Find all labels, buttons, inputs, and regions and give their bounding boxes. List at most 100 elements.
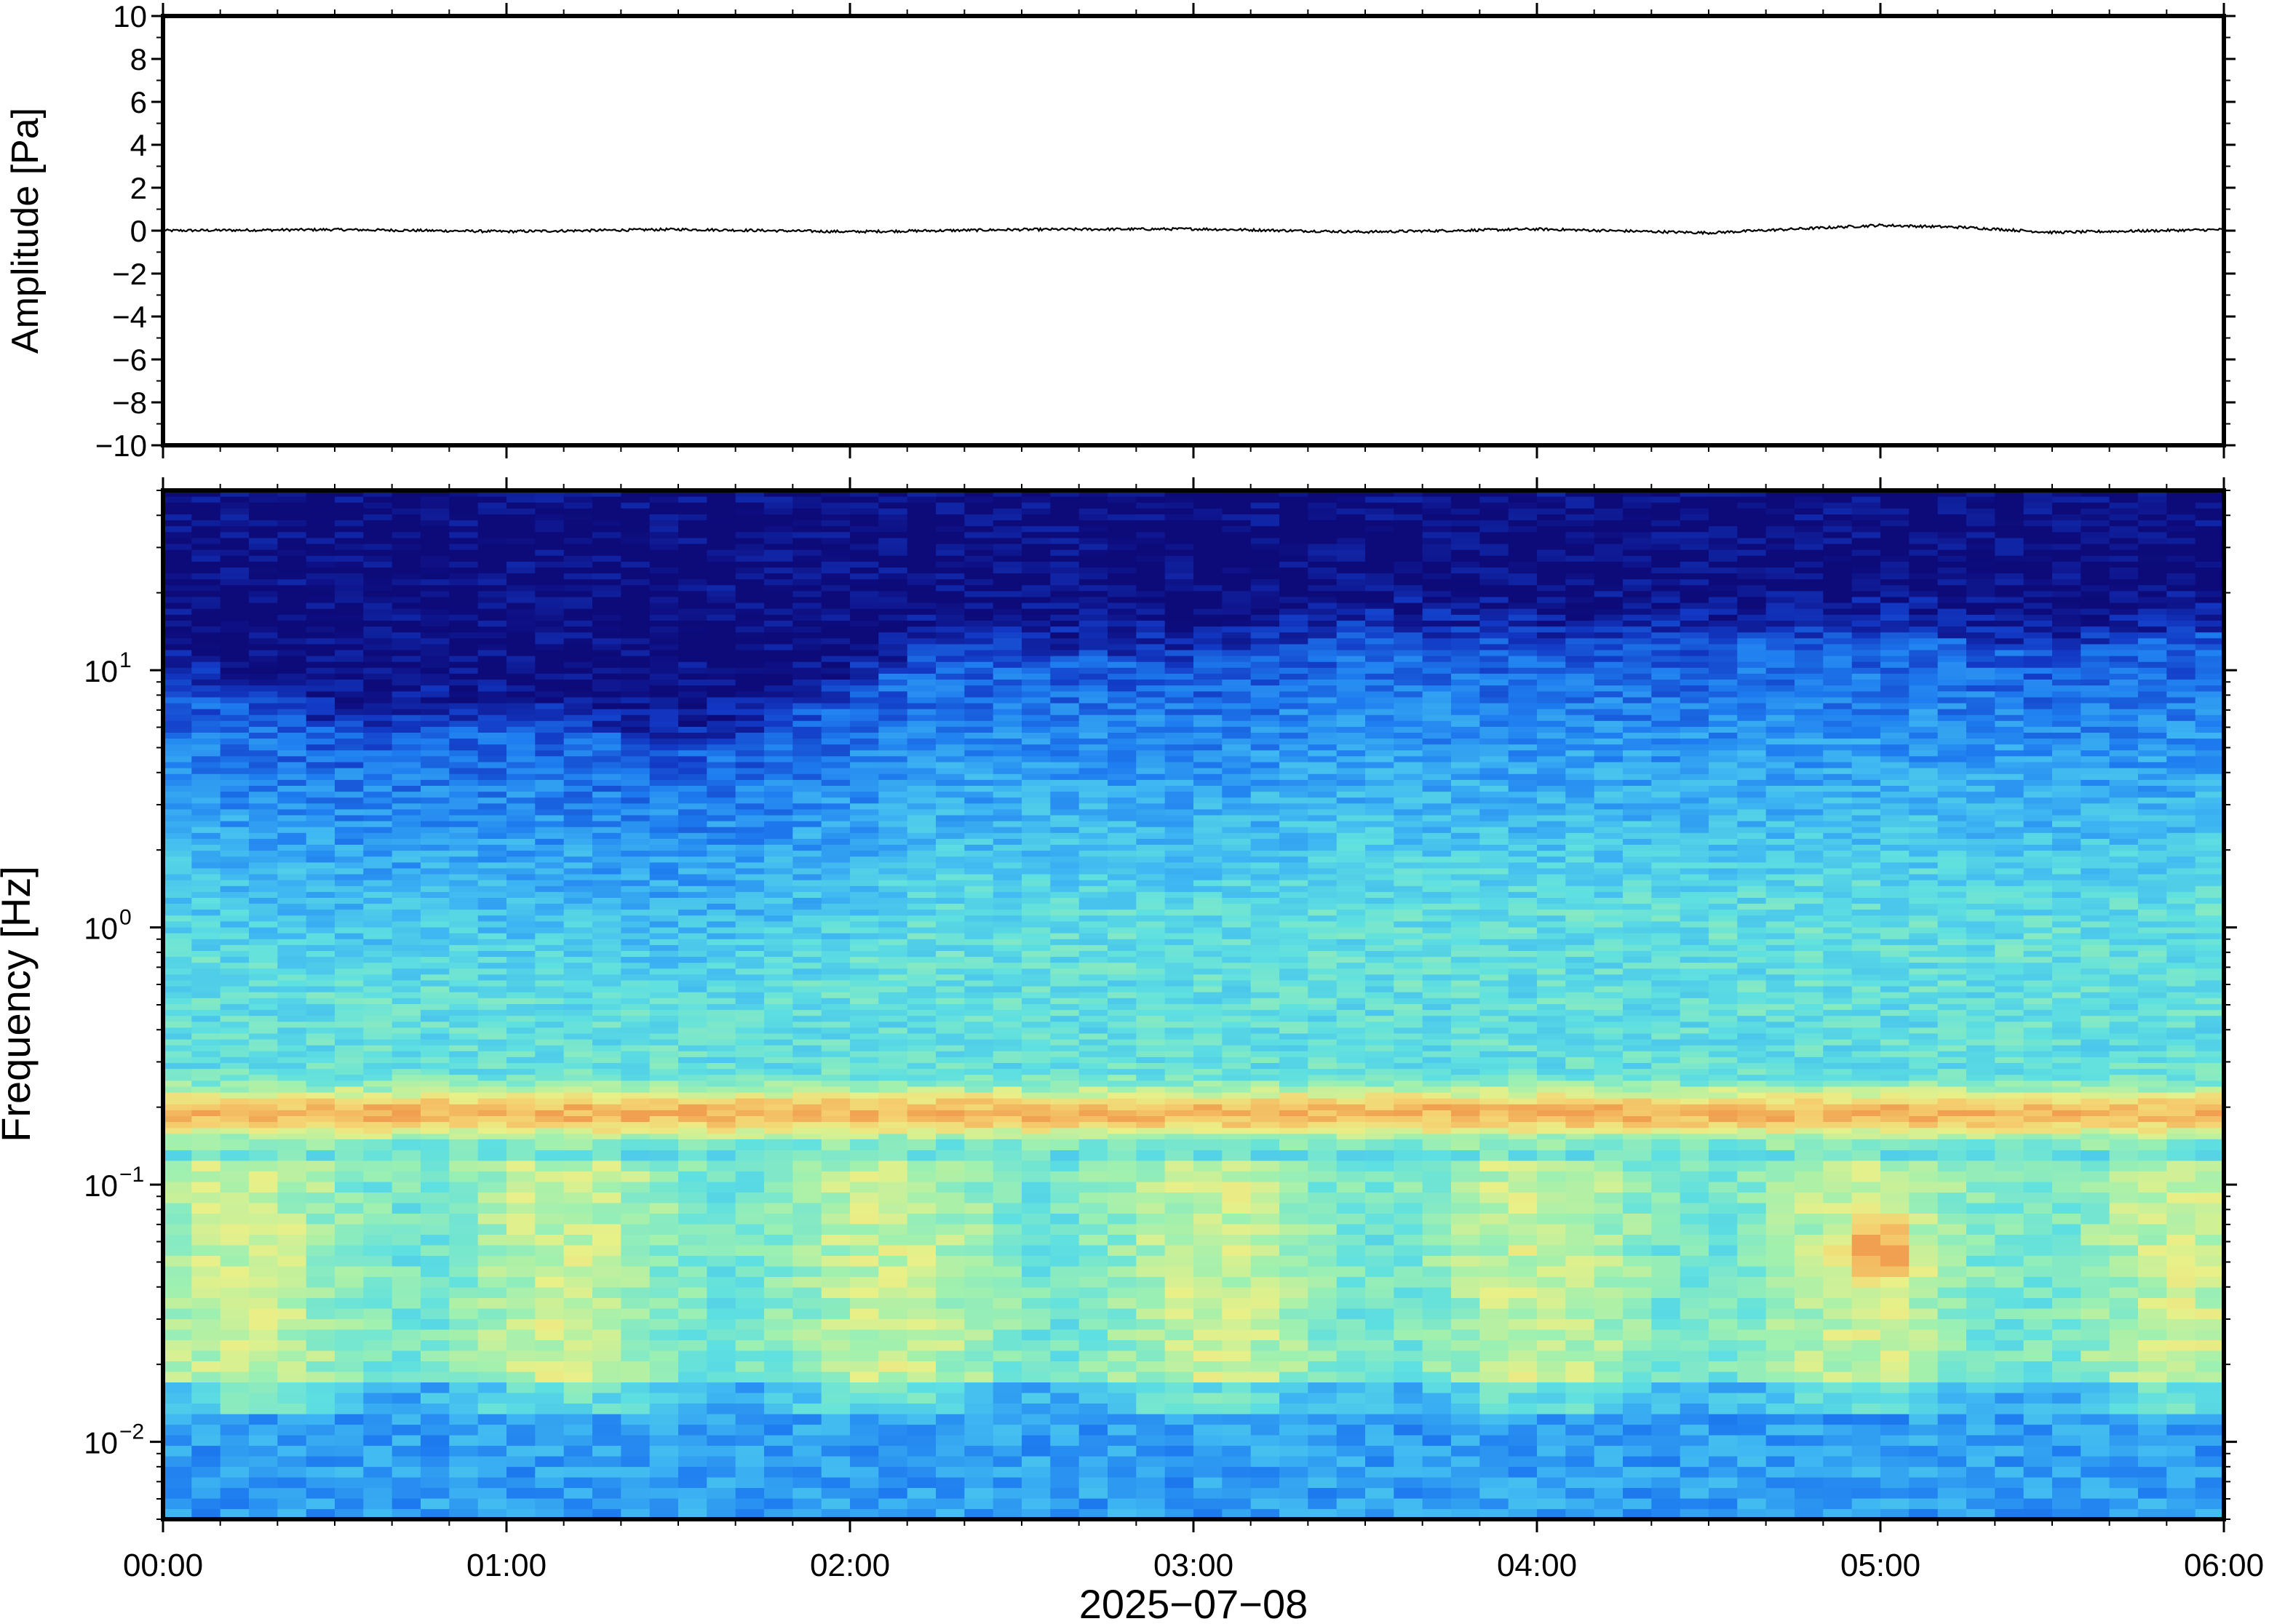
spectrogram-cell <box>993 956 1022 963</box>
spectrogram-cell <box>563 808 593 816</box>
spectrogram-cell <box>821 867 851 875</box>
spectrogram-cell <box>563 1110 593 1116</box>
spectrogram-cell <box>621 968 651 975</box>
spectrogram-cell <box>506 637 536 645</box>
spectrogram-cell <box>563 620 593 627</box>
spectrogram-cell <box>163 880 192 886</box>
spectrogram-cell <box>506 956 536 963</box>
spectrogram-cell <box>306 861 335 869</box>
spectrogram-cell <box>363 1286 393 1298</box>
spectrogram-cell <box>249 1009 278 1016</box>
spectrogram-cell <box>764 968 793 975</box>
spectrogram-cell <box>535 920 565 928</box>
spectrogram-cell <box>277 679 307 686</box>
spectrogram-cell <box>277 1487 307 1499</box>
spectrogram-cell <box>764 596 793 603</box>
spectrogram-cell <box>993 850 1022 857</box>
spectrogram-cell <box>792 531 822 538</box>
spectrogram-cell <box>1022 1466 1051 1478</box>
spectrogram-cell <box>707 709 736 715</box>
spectrogram-cell <box>249 1039 278 1046</box>
spectrogram-cell <box>506 738 536 745</box>
spectrogram-cell <box>878 909 908 916</box>
spectrogram-cell <box>535 1477 565 1489</box>
spectrogram-cell <box>335 856 364 863</box>
spectrogram-cell <box>392 1487 421 1499</box>
spectrogram-cell <box>506 732 536 739</box>
spectrogram-cell <box>850 620 879 627</box>
spectrogram-cell <box>792 508 822 514</box>
spectrogram-cell <box>764 520 793 527</box>
spectrogram-cell <box>392 661 421 668</box>
spectrogram-cell <box>191 992 221 998</box>
spectrogram-cell <box>764 998 793 1004</box>
spectrogram-cell <box>592 702 621 709</box>
spectrogram-cell <box>936 590 965 597</box>
spectrogram-cell <box>449 827 479 833</box>
spectrogram-cell <box>907 1498 937 1510</box>
spectrogram-cell <box>363 1255 393 1267</box>
spectrogram-cell <box>964 1039 994 1046</box>
spectrogram-cell <box>335 962 364 969</box>
spectrogram-cell <box>964 844 994 851</box>
spectrogram-cell <box>220 738 250 745</box>
spectrogram-cell <box>163 1202 192 1214</box>
spectrogram-cell <box>335 1456 364 1468</box>
spectrogram-cell <box>163 1139 192 1150</box>
spectrogram-cell <box>191 738 221 745</box>
spectrogram-cell <box>306 732 335 739</box>
spectrogram-cell <box>249 1265 278 1277</box>
spectrogram-cell <box>936 720 965 727</box>
spectrogram-cell <box>191 1329 221 1340</box>
spectrogram-cell <box>678 1265 707 1277</box>
spectrogram-cell <box>563 867 593 875</box>
spectrogram-cell <box>392 555 421 562</box>
spectrogram-cell <box>878 779 908 786</box>
spectrogram-cell <box>1078 1414 1108 1425</box>
spectrogram-cell <box>363 1466 393 1478</box>
spectrogram-cell <box>163 1133 192 1140</box>
spectrogram-cell <box>764 732 793 739</box>
spectrogram-cell <box>878 1032 908 1040</box>
spectrogram-cell <box>392 1171 421 1182</box>
spectrogram-cell <box>449 1003 479 1011</box>
spectrogram-cell <box>764 1068 793 1075</box>
spectrogram-cell <box>649 891 679 898</box>
spectrogram-cell <box>277 885 307 892</box>
spectrogram-cell <box>220 643 250 650</box>
spectrogram-cell <box>1078 968 1108 975</box>
spectrogram-cell <box>878 738 908 745</box>
spectrogram-cell <box>850 744 879 751</box>
spectrogram-cell <box>735 1382 765 1393</box>
spectrogram-cell <box>993 874 1022 880</box>
spectrogram-cell <box>1050 1192 1080 1203</box>
spectrogram-cell <box>249 502 278 509</box>
spectrogram-cell <box>707 844 736 851</box>
spectrogram-cell <box>191 797 221 804</box>
spectrogram-cell <box>163 867 192 875</box>
spectrogram-cell <box>850 1110 879 1116</box>
spectrogram-cell <box>649 1133 679 1140</box>
spectrogram-cell <box>392 939 421 945</box>
spectrogram-cell <box>249 744 278 751</box>
spectrogram-cell <box>907 768 937 774</box>
spectrogram-cell <box>363 1074 393 1081</box>
spectrogram-cell <box>163 531 192 538</box>
spectrogram-cell <box>277 508 307 514</box>
spectrogram-cell <box>191 968 221 975</box>
spectrogram-cell <box>878 690 908 698</box>
spectrogram-cell <box>306 968 335 975</box>
spectrogram-cell <box>621 998 651 1004</box>
spectrogram-cell <box>363 1498 393 1510</box>
spectrogram-cell <box>907 762 937 768</box>
spectrogram-cell <box>306 720 335 727</box>
spectrogram-cell <box>277 525 307 533</box>
spectrogram-cell <box>191 549 221 556</box>
spectrogram-cell <box>792 656 822 662</box>
spectrogram-cell <box>850 1051 879 1057</box>
spectrogram-cell <box>735 903 765 910</box>
spectrogram-cell <box>449 620 479 627</box>
spectrogram-cell <box>277 1139 307 1150</box>
spectrogram-cell <box>306 1382 335 1393</box>
spectrogram-cell <box>1022 1340 1051 1351</box>
